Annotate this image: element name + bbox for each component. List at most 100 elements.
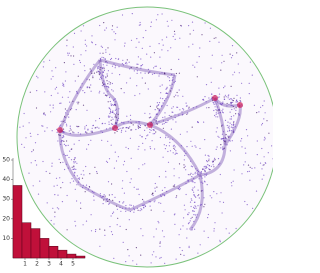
particle (86, 45, 88, 47)
particle (204, 170, 206, 172)
particle (155, 228, 157, 230)
particle (180, 24, 182, 27)
particle (187, 213, 189, 215)
particle (163, 210, 165, 212)
particle (122, 180, 124, 182)
particle (158, 176, 160, 178)
particle (233, 97, 235, 99)
particle (66, 229, 68, 231)
particle (271, 145, 273, 147)
particle (50, 219, 52, 222)
particle (216, 146, 218, 148)
particle (161, 104, 163, 107)
particle (181, 249, 183, 252)
particle (109, 83, 111, 85)
particle (37, 77, 39, 79)
particle (69, 91, 71, 93)
particle (255, 190, 258, 192)
particle (101, 196, 103, 199)
particle (160, 194, 162, 196)
particle (140, 208, 142, 210)
particle (163, 236, 165, 238)
particle (173, 147, 175, 149)
particle (71, 166, 73, 168)
particle (172, 145, 174, 147)
particle (179, 188, 181, 190)
particle (235, 113, 237, 115)
particle (164, 148, 166, 150)
particle (213, 159, 215, 161)
halo (57, 127, 63, 133)
bar (39, 238, 50, 259)
particle (69, 125, 71, 127)
particle (215, 112, 217, 114)
cosmic-web (19, 13, 274, 265)
particle (261, 124, 263, 126)
particle (80, 30, 82, 32)
particle (193, 207, 195, 209)
particle (110, 57, 113, 60)
particle (224, 85, 226, 87)
particle (85, 131, 87, 133)
particle (225, 134, 227, 136)
particle (137, 56, 139, 58)
particle (67, 52, 69, 54)
particle (153, 236, 155, 238)
particle (154, 200, 156, 202)
particle (195, 206, 197, 208)
particle (85, 124, 87, 127)
particle (69, 182, 71, 184)
particle (120, 210, 122, 212)
particle (61, 137, 63, 139)
particle (160, 202, 162, 204)
particle (119, 127, 121, 129)
particle (113, 167, 115, 169)
particle (225, 137, 227, 139)
particle (79, 61, 81, 64)
particle (70, 109, 72, 111)
particle (218, 136, 220, 138)
particle (103, 68, 105, 70)
particle (126, 126, 128, 129)
particle (222, 124, 224, 126)
particle (65, 163, 67, 165)
particle (245, 152, 247, 154)
particle (222, 131, 225, 133)
particle (73, 143, 75, 145)
particle (174, 146, 176, 148)
particle (231, 185, 233, 187)
particle (99, 52, 101, 54)
particle (101, 46, 103, 49)
particle (105, 51, 107, 53)
particle (199, 204, 201, 206)
particle (218, 96, 220, 98)
particle (236, 99, 238, 101)
particle (140, 58, 142, 60)
particle (70, 129, 72, 131)
particle (117, 113, 119, 115)
particle (68, 52, 70, 54)
particle (147, 134, 149, 136)
particle (98, 67, 100, 69)
particle (194, 145, 196, 147)
particle (138, 193, 140, 196)
particle (108, 116, 110, 118)
particle (137, 127, 140, 129)
particle (109, 82, 112, 84)
particle (207, 154, 209, 157)
particle (243, 164, 245, 166)
particle (141, 77, 143, 79)
particle (103, 22, 105, 24)
y-tick-label: 40 (2, 176, 10, 183)
particle (203, 230, 205, 232)
particle (65, 123, 68, 125)
particle (94, 166, 96, 168)
particle (58, 158, 60, 160)
particle (261, 178, 263, 180)
particle (140, 67, 142, 69)
particle (145, 29, 147, 32)
particle (164, 262, 166, 264)
y-tick-label: 20 (2, 215, 10, 222)
particle (220, 192, 222, 194)
particle (235, 107, 237, 109)
